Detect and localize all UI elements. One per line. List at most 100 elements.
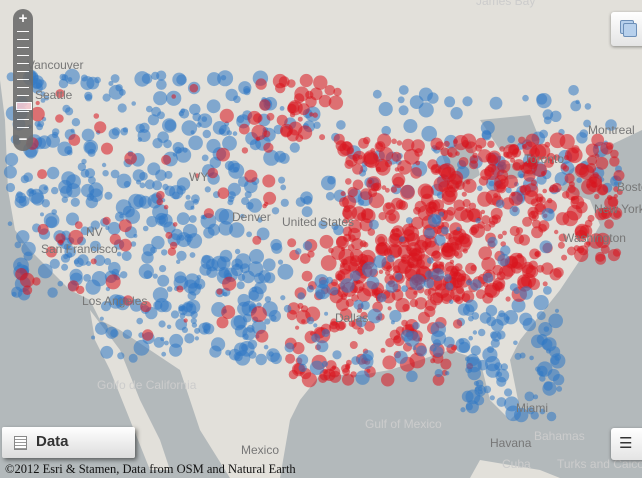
red-data-point[interactable]	[389, 228, 403, 241]
blue-data-point[interactable]	[205, 258, 219, 272]
blue-data-point[interactable]	[182, 223, 198, 239]
blue-data-point[interactable]	[51, 131, 59, 139]
blue-data-point[interactable]	[575, 99, 580, 105]
blue-data-point[interactable]	[297, 354, 309, 366]
red-data-point[interactable]	[481, 215, 491, 225]
red-data-point[interactable]	[194, 173, 200, 179]
blue-data-point[interactable]	[178, 305, 188, 316]
red-data-point[interactable]	[534, 250, 542, 258]
blue-data-point[interactable]	[533, 295, 549, 311]
blue-data-point[interactable]	[184, 200, 195, 211]
red-data-point[interactable]	[318, 373, 328, 383]
red-data-point[interactable]	[567, 246, 576, 256]
blue-data-point[interactable]	[333, 224, 344, 236]
red-data-point[interactable]	[375, 142, 384, 150]
blue-data-point[interactable]	[84, 94, 93, 102]
blue-data-point[interactable]	[548, 208, 554, 215]
blue-data-point[interactable]	[522, 94, 529, 102]
red-data-point[interactable]	[468, 202, 477, 210]
blue-data-point[interactable]	[188, 215, 197, 223]
red-data-point[interactable]	[351, 294, 359, 302]
red-data-point[interactable]	[594, 193, 600, 200]
red-data-point[interactable]	[94, 121, 107, 134]
blue-data-point[interactable]	[230, 315, 246, 331]
red-data-point[interactable]	[387, 306, 392, 311]
blue-data-point[interactable]	[397, 96, 405, 104]
blue-data-point[interactable]	[530, 411, 539, 420]
blue-data-point[interactable]	[246, 324, 255, 333]
blue-data-point[interactable]	[318, 220, 328, 230]
zoom-tick[interactable]	[17, 71, 29, 72]
blue-data-point[interactable]	[394, 350, 408, 364]
red-data-point[interactable]	[409, 352, 426, 369]
red-data-point[interactable]	[560, 163, 567, 170]
red-data-point[interactable]	[570, 195, 580, 205]
blue-data-point[interactable]	[108, 261, 121, 275]
red-data-point[interactable]	[287, 103, 297, 114]
red-data-point[interactable]	[385, 209, 400, 224]
blue-data-point[interactable]	[271, 242, 283, 254]
blue-data-point[interactable]	[164, 170, 173, 179]
blue-data-point[interactable]	[470, 345, 481, 356]
blue-data-point[interactable]	[353, 299, 364, 310]
red-data-point[interactable]	[222, 276, 237, 291]
blue-data-point[interactable]	[192, 112, 201, 122]
blue-data-point[interactable]	[387, 254, 395, 263]
blue-data-point[interactable]	[236, 281, 245, 290]
red-data-point[interactable]	[389, 329, 401, 341]
red-data-point[interactable]	[542, 188, 547, 194]
red-data-point[interactable]	[375, 242, 388, 255]
red-data-point[interactable]	[342, 208, 353, 219]
blue-data-point[interactable]	[539, 129, 548, 139]
red-data-point[interactable]	[375, 160, 391, 176]
red-data-point[interactable]	[336, 236, 349, 249]
red-data-point[interactable]	[262, 174, 276, 188]
red-data-point[interactable]	[293, 93, 305, 104]
blue-data-point[interactable]	[340, 278, 355, 293]
blue-data-point[interactable]	[264, 318, 271, 325]
blue-data-point[interactable]	[171, 228, 183, 241]
blue-data-point[interactable]	[519, 286, 533, 300]
blue-data-point[interactable]	[202, 129, 211, 139]
red-data-point[interactable]	[217, 187, 230, 199]
blue-data-point[interactable]	[155, 169, 167, 181]
red-data-point[interactable]	[401, 138, 415, 152]
blue-data-point[interactable]	[412, 321, 420, 330]
red-data-point[interactable]	[595, 156, 609, 170]
blue-data-point[interactable]	[482, 272, 494, 284]
red-data-point[interactable]	[455, 296, 464, 305]
blue-data-point[interactable]	[47, 287, 58, 298]
red-data-point[interactable]	[238, 123, 250, 135]
red-data-point[interactable]	[420, 193, 434, 207]
red-data-point[interactable]	[299, 73, 313, 88]
blue-data-point[interactable]	[90, 240, 101, 252]
blue-data-point[interactable]	[11, 291, 17, 297]
red-data-point[interactable]	[501, 197, 515, 210]
blue-data-point[interactable]	[151, 106, 162, 117]
blue-data-point[interactable]	[176, 250, 187, 261]
blue-data-point[interactable]	[412, 346, 417, 351]
red-data-point[interactable]	[335, 321, 346, 331]
blue-data-point[interactable]	[445, 371, 450, 376]
blue-data-point[interactable]	[315, 289, 326, 300]
red-data-point[interactable]	[549, 132, 566, 149]
red-data-point[interactable]	[122, 295, 134, 306]
blue-data-point[interactable]	[189, 252, 196, 258]
blue-data-point[interactable]	[485, 304, 498, 317]
blue-data-point[interactable]	[146, 105, 153, 113]
red-data-point[interactable]	[427, 294, 433, 300]
red-data-point[interactable]	[433, 176, 449, 192]
blue-data-point[interactable]	[289, 142, 300, 153]
zoom-tick[interactable]	[17, 31, 29, 32]
blue-data-point[interactable]	[576, 132, 588, 144]
red-data-point[interactable]	[512, 161, 521, 171]
red-data-point[interactable]	[328, 247, 334, 254]
red-data-point[interactable]	[189, 83, 199, 93]
red-data-point[interactable]	[318, 94, 332, 108]
red-data-point[interactable]	[518, 136, 526, 144]
blue-data-point[interactable]	[102, 170, 109, 177]
blue-data-point[interactable]	[237, 273, 246, 282]
red-data-point[interactable]	[527, 206, 539, 218]
blue-data-point[interactable]	[36, 123, 43, 131]
blue-data-point[interactable]	[536, 93, 548, 105]
